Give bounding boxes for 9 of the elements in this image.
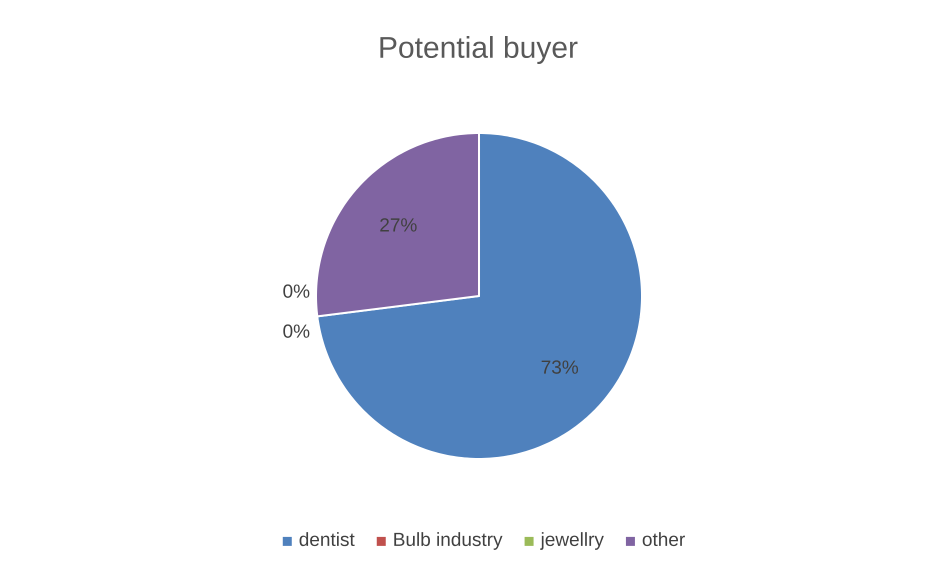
legend-label: Bulb industry <box>394 532 503 550</box>
chart-title: Potential buyer <box>380 36 578 64</box>
data-label: 73% <box>542 360 578 374</box>
text: 0% <box>283 284 310 298</box>
legend-label: other <box>642 532 685 546</box>
legend-label: dentist <box>300 532 355 546</box>
data-label: 27% <box>380 218 417 232</box>
text: 0% <box>283 324 310 338</box>
legend-label: jewellry <box>540 532 604 550</box>
